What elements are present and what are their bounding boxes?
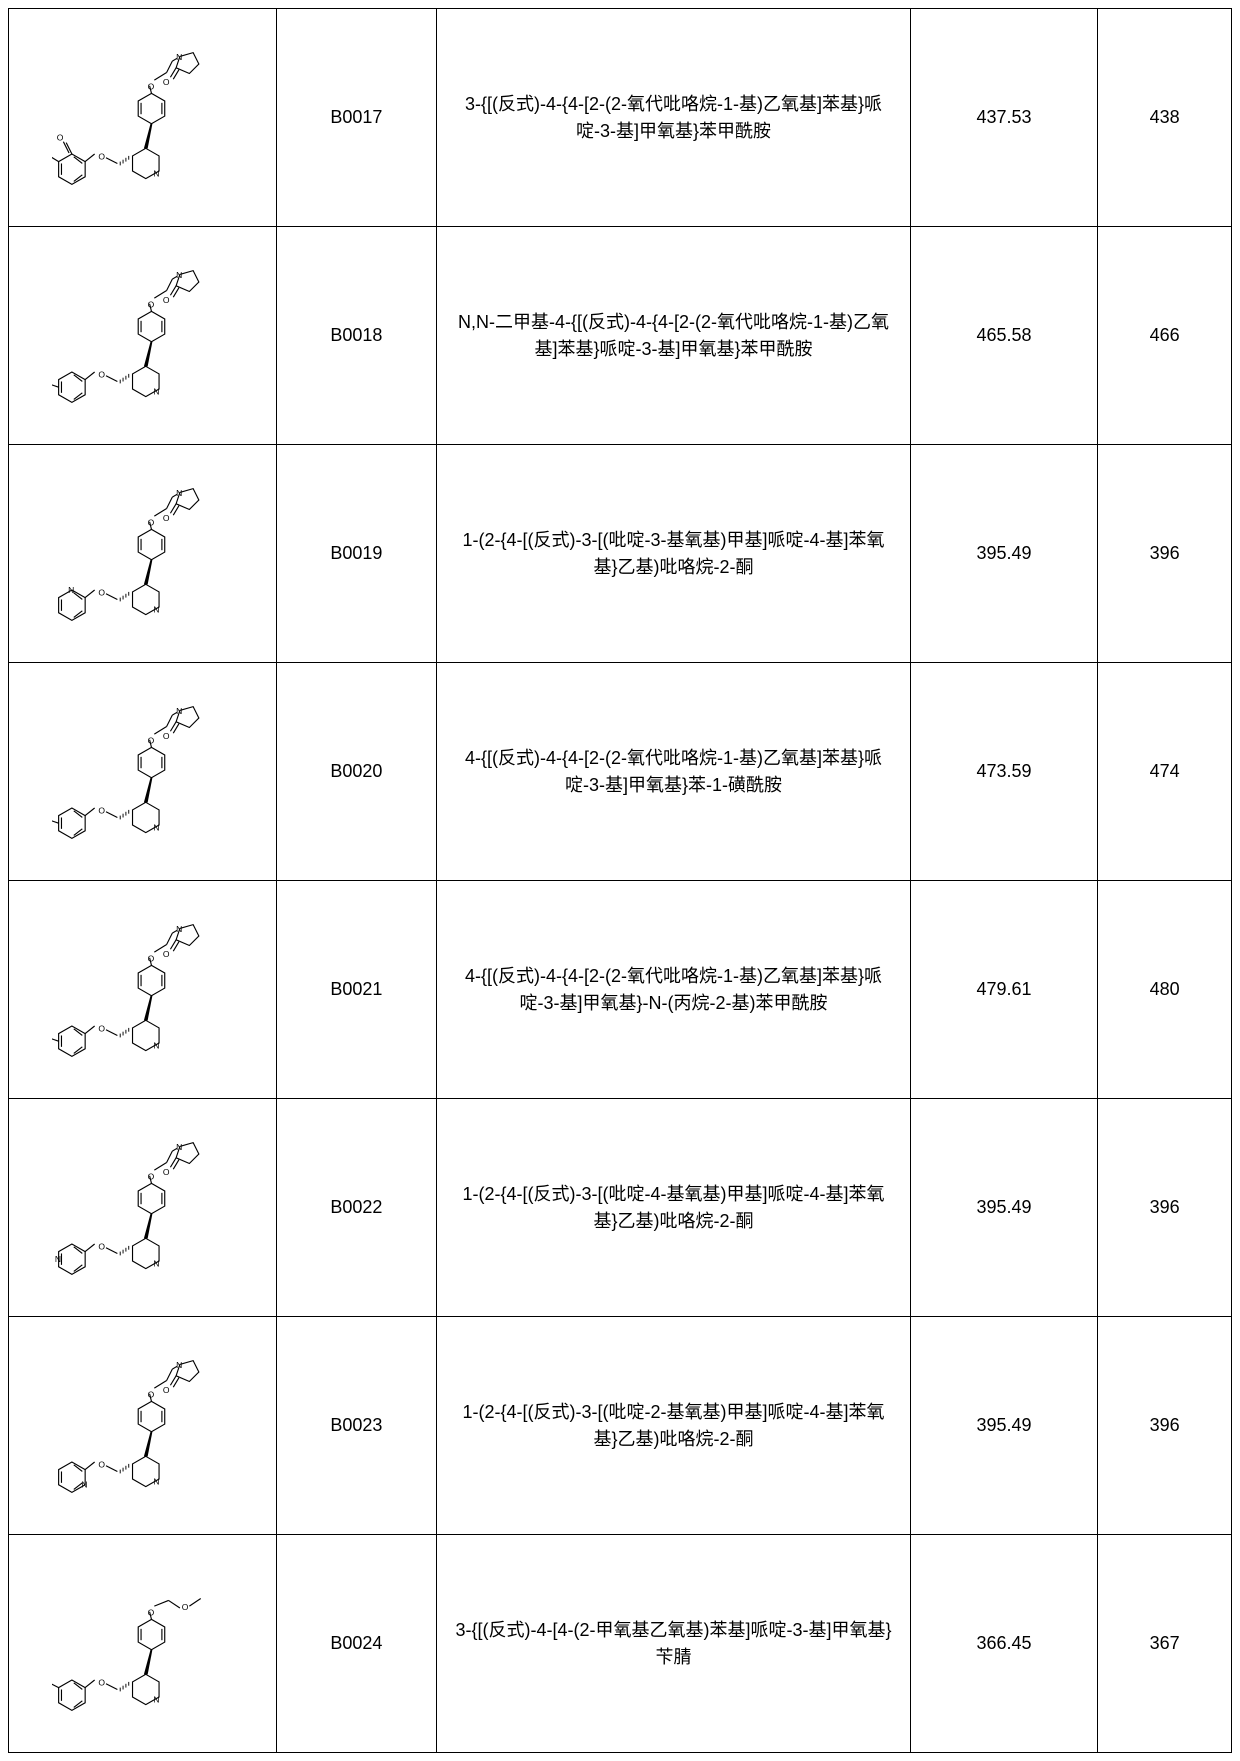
compound-code: B0019 — [276, 445, 437, 663]
svg-text:O: O — [99, 587, 106, 597]
mass-spec: 396 — [1098, 1317, 1232, 1535]
table-row: OONONB00243-{[(反式)-4-[4-(2-甲氧基乙氧基)苯基]哌啶-… — [9, 1535, 1232, 1753]
molecular-weight: 395.49 — [910, 1317, 1097, 1535]
structure-cell: ONONOSNOO — [9, 663, 277, 881]
compound-code: B0024 — [276, 1535, 437, 1753]
mass-spec: 438 — [1098, 9, 1232, 227]
svg-text:N: N — [68, 584, 74, 594]
structure-cell: ONONOON — [9, 881, 277, 1099]
svg-text:O: O — [163, 1384, 170, 1394]
mass-spec: 466 — [1098, 227, 1232, 445]
table-row: ONONONB00191-(2-{4-[(反式)-3-[(吡啶-3-基氧基)甲基… — [9, 445, 1232, 663]
compound-name: 3-{[(反式)-4-{4-[2-(2-氧代吡咯烷-1-基)乙氧基]苯基}哌啶-… — [437, 9, 911, 227]
structure-cell: OONON — [9, 1535, 277, 1753]
svg-text:O: O — [99, 1459, 106, 1469]
svg-text:O: O — [163, 294, 170, 304]
compound-name: 3-{[(反式)-4-[4-(2-甲氧基乙氧基)苯基]哌啶-3-基]甲氧基}苄腈 — [437, 1535, 911, 1753]
svg-text:O: O — [163, 730, 170, 740]
structure-cell: ONONOON — [9, 227, 277, 445]
molecular-weight: 395.49 — [910, 1099, 1097, 1317]
svg-text:O: O — [163, 512, 170, 522]
molecular-weight: 437.53 — [910, 9, 1097, 227]
structure-cell: ONONON — [9, 1099, 277, 1317]
svg-text:O: O — [99, 369, 106, 379]
compound-name: 4-{[(反式)-4-{4-[2-(2-氧代吡咯烷-1-基)乙氧基]苯基}哌啶-… — [437, 663, 911, 881]
structure-diagram: ONONOON — [13, 33, 272, 203]
svg-text:N: N — [55, 1254, 61, 1264]
table-row: ONONOONB0018N,N-二甲基-4-{[(反式)-4-{4-[2-(2-… — [9, 227, 1232, 445]
svg-text:O: O — [163, 1166, 170, 1176]
structure-diagram: ONONOON — [13, 905, 272, 1075]
svg-text:O: O — [99, 805, 106, 815]
structure-cell: ONONOON — [9, 9, 277, 227]
table-row: ONONONB00231-(2-{4-[(反式)-3-[(吡啶-2-基氧基)甲基… — [9, 1317, 1232, 1535]
structure-diagram: OONON — [13, 1559, 272, 1729]
structure-cell: ONONON — [9, 445, 277, 663]
compound-table: O N O N O O N B00173-{[(反式)-4-{4-[2-(2-氧代吡咯烷-1-… — [8, 8, 1232, 1753]
compound-code: B0018 — [276, 227, 437, 445]
table-row: ONONOONB00214-{[(反式)-4-{4-[2-(2-氧代吡咯烷-1-… — [9, 881, 1232, 1099]
svg-text:N: N — [82, 1479, 88, 1489]
svg-text:O: O — [99, 1241, 106, 1251]
table-row: ONONONB00221-(2-{4-[(反式)-3-[(吡啶-4-基氧基)甲基… — [9, 1099, 1232, 1317]
mass-spec: 396 — [1098, 1099, 1232, 1317]
mass-spec: 480 — [1098, 881, 1232, 1099]
svg-text:O: O — [163, 948, 170, 958]
molecular-weight: 465.58 — [910, 227, 1097, 445]
molecular-weight: 395.49 — [910, 445, 1097, 663]
structure-cell: ONONON — [9, 1317, 277, 1535]
svg-text:O: O — [99, 151, 106, 161]
compound-name: 4-{[(反式)-4-{4-[2-(2-氧代吡咯烷-1-基)乙氧基]苯基}哌啶-… — [437, 881, 911, 1099]
molecular-weight: 473.59 — [910, 663, 1097, 881]
compound-code: B0017 — [276, 9, 437, 227]
table-row: ONONOONB00173-{[(反式)-4-{4-[2-(2-氧代吡咯烷-1-… — [9, 9, 1232, 227]
compound-code: B0021 — [276, 881, 437, 1099]
table-body: O N O N O O N B00173-{[(反式)-4-{4-[2-(2-氧代吡咯烷-1-… — [9, 9, 1232, 1753]
svg-text:O: O — [163, 76, 170, 86]
table-row: ONONOSNOOB00204-{[(反式)-4-{4-[2-(2-氧代吡咯烷-… — [9, 663, 1232, 881]
compound-name: N,N-二甲基-4-{[(反式)-4-{4-[2-(2-氧代吡咯烷-1-基)乙氧… — [437, 227, 911, 445]
molecular-weight: 479.61 — [910, 881, 1097, 1099]
compound-code: B0020 — [276, 663, 437, 881]
structure-diagram: ONONOON — [13, 251, 272, 421]
mass-spec: 367 — [1098, 1535, 1232, 1753]
structure-diagram: ONONON — [13, 469, 272, 639]
structure-diagram: ONONON — [13, 1123, 272, 1293]
structure-diagram: ONONOSNOO — [13, 687, 272, 857]
compound-name: 1-(2-{4-[(反式)-3-[(吡啶-2-基氧基)甲基]哌啶-4-基]苯氧基… — [437, 1317, 911, 1535]
mass-spec: 396 — [1098, 445, 1232, 663]
svg-text:O: O — [182, 1601, 189, 1611]
compound-code: B0022 — [276, 1099, 437, 1317]
svg-text:O: O — [99, 1677, 106, 1687]
mass-spec: 474 — [1098, 663, 1232, 881]
compound-name: 1-(2-{4-[(反式)-3-[(吡啶-4-基氧基)甲基]哌啶-4-基]苯氧基… — [437, 1099, 911, 1317]
svg-text:O: O — [99, 1023, 106, 1033]
compound-code: B0023 — [276, 1317, 437, 1535]
compound-name: 1-(2-{4-[(反式)-3-[(吡啶-3-基氧基)甲基]哌啶-4-基]苯氧基… — [437, 445, 911, 663]
structure-diagram: ONONON — [13, 1341, 272, 1511]
svg-text:O: O — [57, 132, 64, 142]
molecular-weight: 366.45 — [910, 1535, 1097, 1753]
